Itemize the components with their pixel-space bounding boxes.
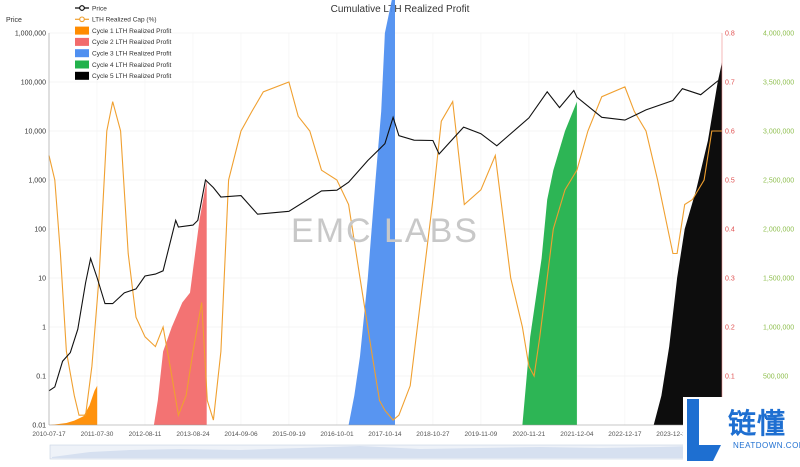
cycle-3-area: [348, 0, 395, 425]
cycle-5-area: [653, 62, 722, 426]
site-logo-en: NEATDOWN.COM: [733, 441, 800, 450]
green-tick-label: 1,500,000: [763, 276, 794, 283]
x-tick-label: 2017-10-14: [368, 431, 402, 438]
legend-label: Cycle 1 LTH Realized Profit: [92, 28, 172, 35]
legend-label: Cycle 4 LTH Realized Profit: [92, 62, 172, 69]
left-tick-label: 1: [42, 325, 46, 332]
red-tick-label: 0.7: [725, 80, 735, 87]
lth-realized-cap-line: [48, 81, 722, 421]
legend-item[interactable]: Cycle 4 LTH Realized Profit: [75, 60, 172, 69]
x-tick-label: 2011-07-30: [81, 431, 114, 438]
x-tick-label: 2020-11-21: [513, 431, 546, 438]
red-tick-label: 0.5: [725, 178, 735, 185]
legend-swatch-icon: [75, 71, 89, 80]
green-tick-label: 2,000,000: [763, 227, 794, 234]
green-tick-label: 500,000: [763, 374, 788, 381]
legend-swatch-icon: [75, 49, 89, 58]
left-tick-label: 10: [38, 276, 46, 283]
legend-swatch-icon: [75, 26, 89, 35]
legend-label: Cycle 3 LTH Realized Profit: [92, 51, 172, 58]
axis-ticks: 0.01 0.1 1 10 100 1,000 10,000 100,000 1,000,000…: [15, 31, 794, 439]
x-tick-label: 2016-10-01: [320, 431, 354, 438]
left-tick-label: 100: [34, 227, 46, 234]
green-tick-label: 3,500,000: [763, 80, 794, 87]
x-tick-label: 2019-11-09: [465, 431, 498, 438]
x-tick-label: 2023-12-30: [656, 431, 690, 438]
red-tick-label: 0.1: [725, 374, 735, 381]
x-tick-label: 2010-07-17: [32, 431, 66, 438]
green-tick-label: 1,000,000: [763, 325, 794, 332]
site-logo-cn: 链懂: [728, 407, 787, 440]
legend-item[interactable]: LTH Realized Cap (%): [75, 16, 157, 24]
left-tick-label: 10,000: [25, 129, 47, 136]
left-tick-label: 1,000: [28, 178, 46, 185]
legend-swatch-icon: [75, 37, 89, 46]
x-tick-label: 2018-10-27: [416, 431, 450, 438]
zoom-slider-preview: [52, 446, 693, 458]
left-tick-label: 0.01: [32, 423, 46, 430]
red-tick-label: 0.2: [725, 325, 735, 332]
x-tick-label: 2022-12-17: [608, 431, 642, 438]
left-tick-label: 0.1: [36, 374, 46, 381]
legend-item[interactable]: Cycle 3 LTH Realized Profit: [75, 49, 172, 58]
legend-item[interactable]: Cycle 2 LTH Realized Profit: [75, 37, 172, 46]
x-tick-label: 2012-08-11: [129, 431, 162, 438]
left-tick-label: 100,000: [21, 80, 46, 87]
chart-title: Cumulative LTH Realized Profit: [331, 4, 470, 15]
legend-label: Cycle 5 LTH Realized Profit: [92, 73, 172, 80]
site-logo-box: [683, 397, 800, 467]
legend-item[interactable]: Price: [75, 5, 107, 12]
x-tick-label: 2014-09-06: [224, 431, 258, 438]
legend-label: Price: [92, 5, 107, 12]
red-tick-label: 0.8: [725, 31, 735, 38]
green-tick-label: 3,000,000: [763, 129, 794, 136]
cycle-2-area: [153, 180, 207, 425]
legend-item[interactable]: Cycle 1 LTH Realized Profit: [75, 26, 172, 35]
legend-item[interactable]: Cycle 5 LTH Realized Profit: [75, 71, 172, 80]
green-tick-label: 2,500,000: [763, 178, 794, 185]
legend-swatch-icon: [75, 60, 89, 69]
cycle-4-area: [522, 101, 577, 425]
x-tick-label: 2021-12-04: [560, 431, 594, 438]
left-tick-label: 1,000,000: [15, 31, 46, 38]
series-lines: [48, 79, 723, 421]
red-tick-label: 0.6: [725, 129, 735, 136]
price-line: [48, 79, 723, 392]
x-tick-label: 2015-09-19: [272, 431, 306, 438]
left-axis-label: Price: [6, 17, 22, 24]
legend-marker-icon: [79, 5, 85, 11]
red-tick-label: 0.4: [725, 227, 735, 234]
legend-label: Cycle 2 LTH Realized Profit: [92, 39, 172, 46]
logo-l-icon: [687, 399, 721, 461]
green-tick-label: 4,000,000: [763, 31, 794, 38]
cycle-areas: [49, 0, 722, 426]
legend-label: LTH Realized Cap (%): [92, 17, 157, 24]
watermark: EMC LABS: [291, 212, 479, 250]
legend-marker-icon: [79, 16, 85, 23]
x-tick-label: 2013-08-24: [176, 431, 210, 438]
legend[interactable]: Price LTH Realized Cap (%) Cycle 1 LTH Rea…: [75, 5, 172, 80]
red-tick-label: 0.3: [725, 276, 735, 283]
